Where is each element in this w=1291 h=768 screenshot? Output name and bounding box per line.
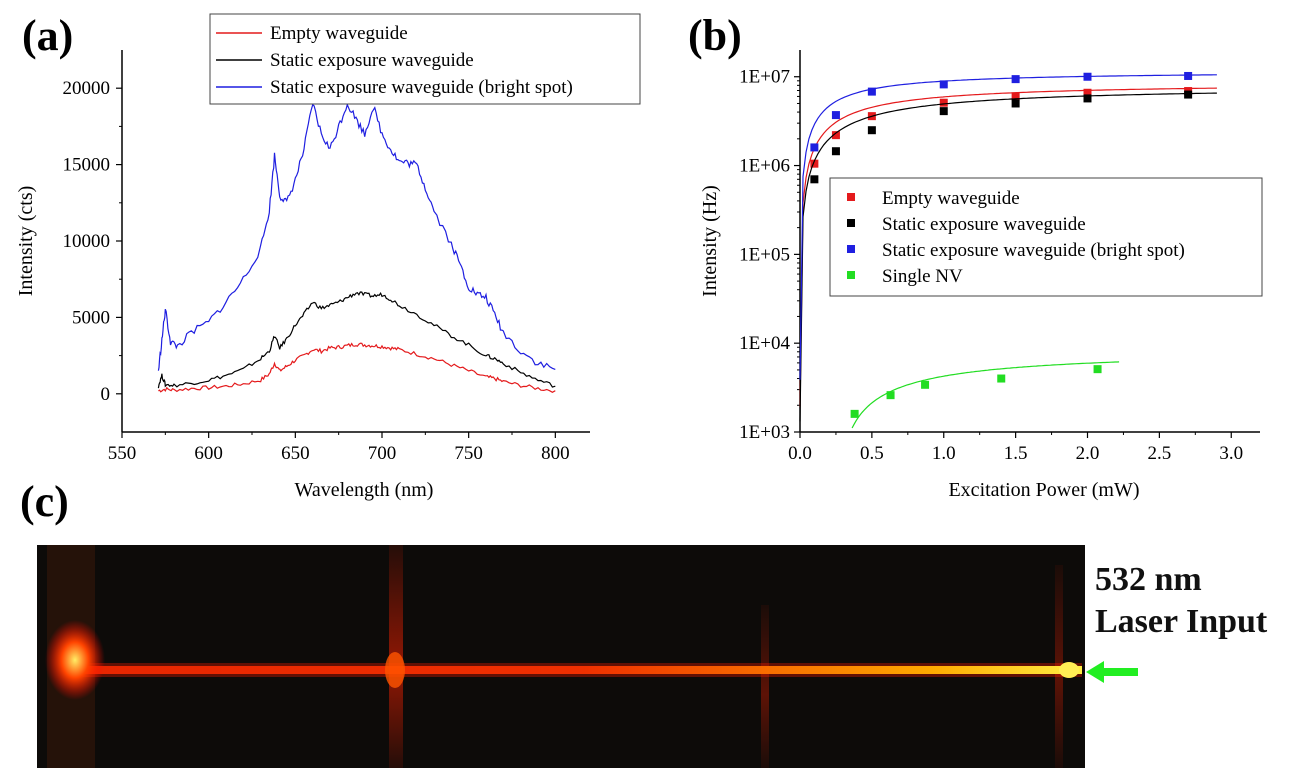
legend-swatch xyxy=(847,219,855,227)
laser-arrow-icon xyxy=(1086,661,1138,683)
data-point xyxy=(997,374,1006,383)
data-point xyxy=(831,111,840,120)
y-tick-label: 1E+04 xyxy=(739,333,790,354)
legend-label: Static exposure waveguide xyxy=(882,214,1086,235)
data-point xyxy=(1011,75,1020,84)
fit-curve-4 xyxy=(851,361,1120,429)
data-point xyxy=(867,87,876,96)
legend-swatch xyxy=(847,271,855,279)
data-point xyxy=(1184,90,1193,99)
y-tick-label: 10000 xyxy=(63,231,111,252)
data-point xyxy=(939,98,948,107)
series-line-3 xyxy=(157,102,556,371)
data-point xyxy=(1184,71,1193,80)
x-tick-label: 800 xyxy=(541,443,570,464)
data-point xyxy=(1083,94,1092,103)
data-point xyxy=(810,143,819,152)
panel-label-c: (c) xyxy=(20,477,69,526)
y-tick-label: 15000 xyxy=(63,155,111,176)
data-point xyxy=(831,147,840,156)
data-point xyxy=(810,159,819,168)
caption-line-2: Laser Input xyxy=(1095,603,1268,640)
legend-box xyxy=(829,177,1263,297)
y-tick-label: 0 xyxy=(101,384,111,405)
data-point xyxy=(1011,92,1020,101)
data-point xyxy=(1083,88,1092,97)
legend-label: Static exposure waveguide (bright spot) xyxy=(882,240,1185,261)
panel-label-a: (a) xyxy=(22,11,74,60)
data-point xyxy=(939,80,948,89)
y-axis-label: Intensity (Hz) xyxy=(699,185,721,297)
data-point xyxy=(850,409,859,418)
series-line-1 xyxy=(158,342,556,393)
x-tick-label: 650 xyxy=(281,443,310,464)
y-tick-label: 5000 xyxy=(72,307,110,328)
data-point xyxy=(1011,99,1020,108)
legend-label: Empty waveguide xyxy=(270,23,408,44)
legend-label: Empty waveguide xyxy=(882,188,1020,209)
fit-curve-1 xyxy=(799,87,1217,408)
y-tick-label: 1E+05 xyxy=(739,244,790,265)
y-tick-label: 1E+03 xyxy=(739,422,790,443)
legend-label: Static exposure waveguide xyxy=(270,50,474,71)
x-tick-label: 700 xyxy=(368,443,397,464)
x-tick-label: 1.0 xyxy=(932,443,956,464)
x-tick-label: 2.5 xyxy=(1148,443,1172,464)
data-point xyxy=(831,131,840,140)
spectrum-chart: 550 600 650 700 750 800 0 5000 10000 15000 20000 Wa… xyxy=(15,13,641,501)
panel-label-b: (b) xyxy=(688,11,742,60)
x-tick-label: 750 xyxy=(454,443,483,464)
series-line-2 xyxy=(157,291,556,389)
data-point xyxy=(886,391,895,400)
data-point xyxy=(867,126,876,135)
legend-box xyxy=(209,13,641,105)
y-tick-label: 20000 xyxy=(63,78,111,99)
x-tick-label: 2.0 xyxy=(1076,443,1100,464)
fit-curve-2 xyxy=(799,92,1217,422)
waveguide-photo xyxy=(37,545,1085,768)
x-axis-label: Excitation Power (mW) xyxy=(948,479,1139,501)
legend-label: Single NV xyxy=(882,266,963,287)
caption-line-1: 532 nm xyxy=(1095,561,1202,598)
x-tick-label: 3.0 xyxy=(1219,443,1243,464)
x-tick-label: 550 xyxy=(108,443,137,464)
x-tick-label: 0.5 xyxy=(860,443,884,464)
data-point xyxy=(1093,365,1102,374)
y-tick-label: 1E+06 xyxy=(739,156,790,177)
data-point xyxy=(810,175,819,184)
x-tick-label: 1.5 xyxy=(1004,443,1028,464)
data-point xyxy=(921,380,930,389)
legend-swatch xyxy=(847,245,855,253)
x-tick-label: 0.0 xyxy=(788,443,812,464)
data-point xyxy=(1083,72,1092,81)
y-tick-label: 1E+07 xyxy=(739,67,790,88)
data-point xyxy=(939,107,948,116)
power-saturation-chart: 0.0 0.5 1.0 1.5 2.0 2.5 3.0 1E+03 1E+04 1E+05 1E+0… xyxy=(699,50,1263,501)
y-axis-label: Intensity (cts) xyxy=(15,186,37,297)
waveguide-photo-image xyxy=(37,545,1085,768)
legend-swatch xyxy=(847,193,855,201)
x-axis-label: Wavelength (nm) xyxy=(295,479,434,501)
x-tick-label: 600 xyxy=(194,443,223,464)
legend-label: Static exposure waveguide (bright spot) xyxy=(270,77,573,98)
